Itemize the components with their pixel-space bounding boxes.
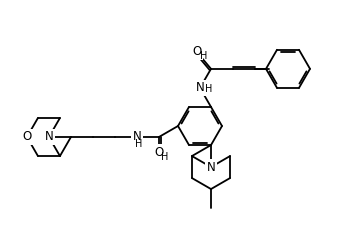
Text: O: O — [22, 131, 32, 143]
Text: N: N — [132, 131, 141, 143]
Text: O: O — [192, 45, 202, 59]
Text: H: H — [161, 152, 168, 163]
Text: O: O — [154, 146, 164, 159]
Text: H: H — [205, 84, 212, 94]
Text: N: N — [195, 81, 204, 94]
Text: H: H — [135, 139, 142, 149]
Text: N: N — [45, 131, 53, 143]
Text: H: H — [200, 51, 207, 61]
Text: N: N — [207, 161, 216, 173]
